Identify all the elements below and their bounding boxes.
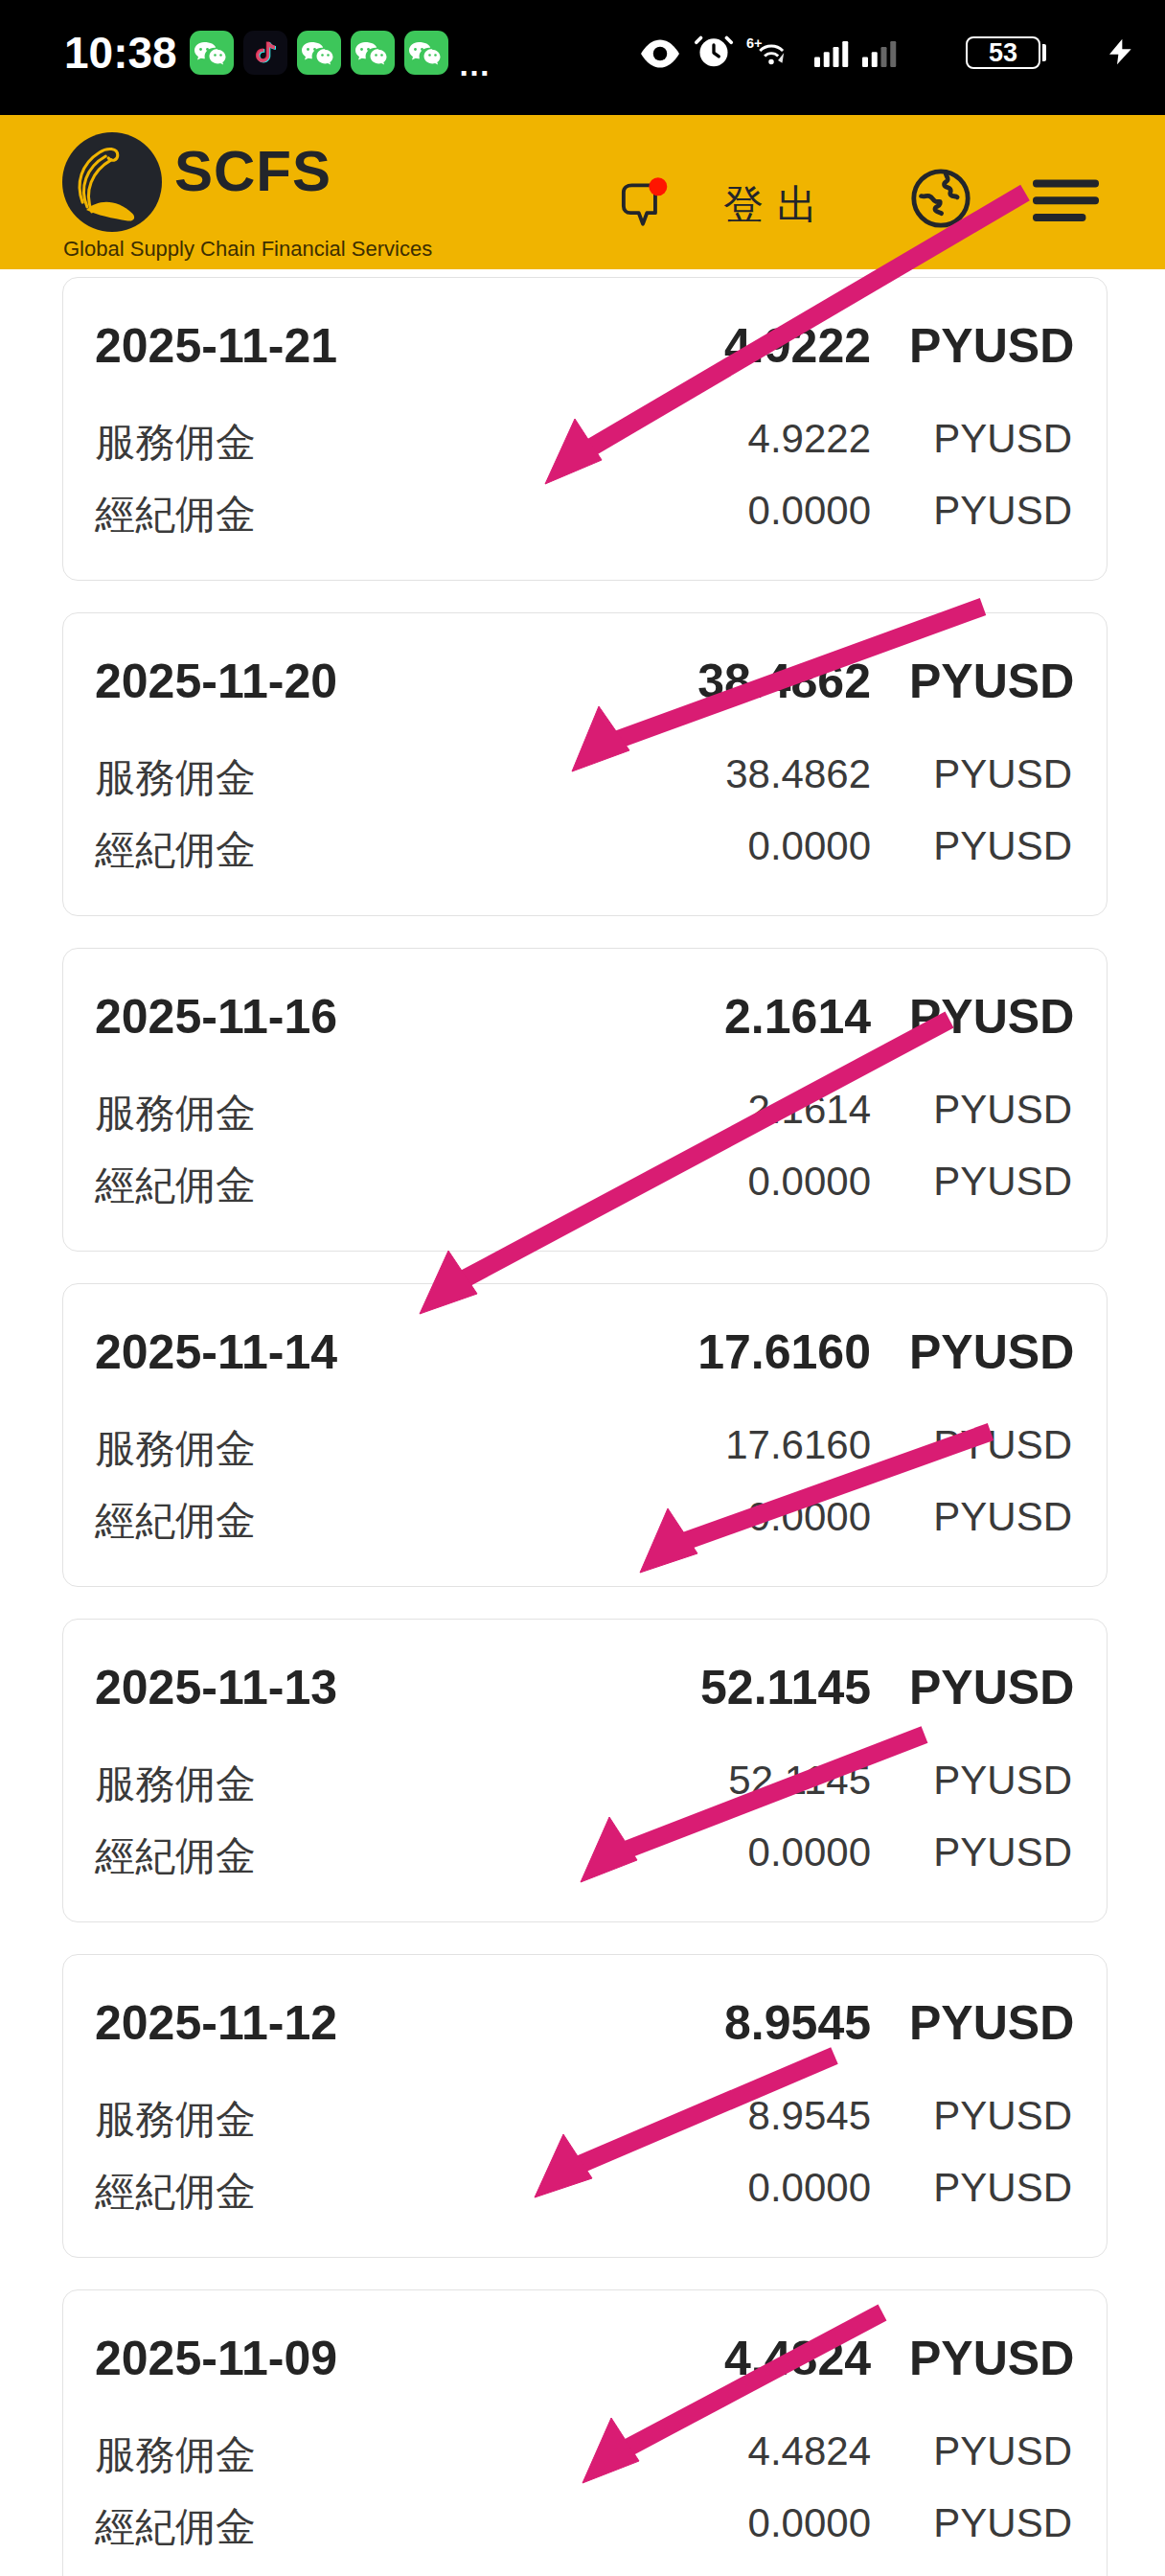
svg-text:6+: 6+ [746, 35, 763, 51]
